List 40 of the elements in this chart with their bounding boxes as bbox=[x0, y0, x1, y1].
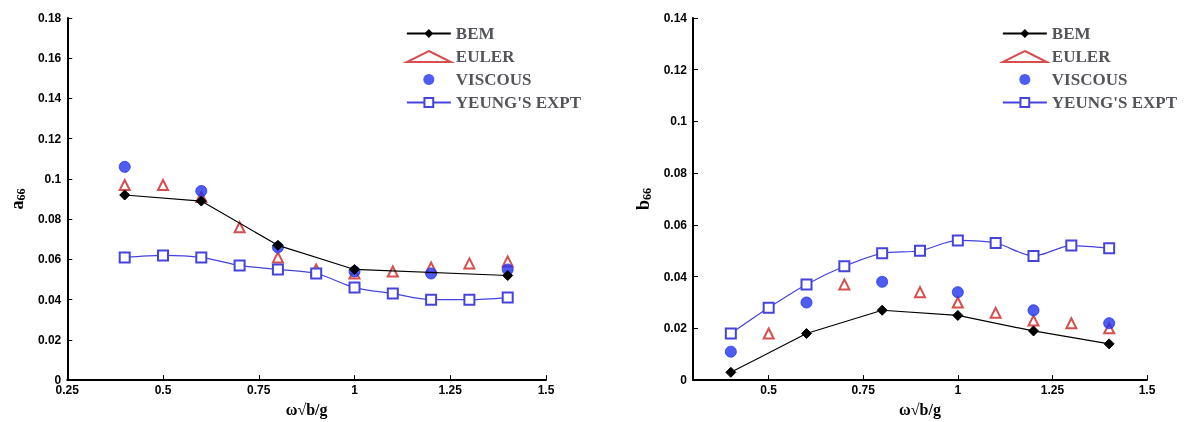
y-tick-label: 0.02 bbox=[663, 321, 688, 336]
y-axis-title: a66 bbox=[7, 188, 28, 210]
legend-label: VISCOUS bbox=[1051, 70, 1128, 89]
x-tick-label: 1.5 bbox=[537, 383, 555, 398]
y-tick-label: 0.14 bbox=[37, 91, 62, 106]
x-tick-label: 1.25 bbox=[438, 383, 463, 398]
y-tick-label: 0 bbox=[680, 373, 688, 388]
x-tick-label: 1 bbox=[351, 383, 359, 398]
y-tick-label: 0.12 bbox=[37, 131, 62, 146]
y-tick-label: 0.08 bbox=[663, 166, 688, 181]
x-tick-label: 1.5 bbox=[1138, 383, 1156, 398]
y-tick-label: 0.04 bbox=[37, 292, 62, 307]
y-tick-label: 0.06 bbox=[37, 252, 62, 267]
legend-label: EULER bbox=[1051, 47, 1112, 66]
y-tick-label: 0.02 bbox=[37, 332, 62, 347]
legend-label: BEM bbox=[455, 24, 495, 43]
x-axis-title: ω√b/g bbox=[899, 400, 941, 419]
y-tick-label: 0.1 bbox=[44, 171, 62, 186]
y-tick-label: 0.16 bbox=[37, 51, 62, 66]
x-tick-label: 0.5 bbox=[760, 383, 778, 398]
y-tick-label: 0.08 bbox=[37, 212, 62, 227]
x-tick-label: 0.25 bbox=[55, 383, 80, 398]
y-axis-title: b66 bbox=[632, 188, 654, 211]
y-tick-label: 0.18 bbox=[37, 11, 62, 25]
x-tick-label: 1 bbox=[954, 383, 962, 398]
x-tick-label: 0.75 bbox=[247, 383, 271, 398]
x-axis-title: ω√b/g bbox=[285, 400, 328, 419]
y-tick-label: 0.06 bbox=[663, 217, 688, 232]
legend-label: VISCOUS bbox=[455, 70, 532, 89]
legend-label: YEUNG'S EXPT bbox=[455, 93, 582, 112]
x-tick-label: 0.75 bbox=[851, 383, 876, 398]
y-tick-label: 0.14 bbox=[663, 11, 688, 25]
legend-label: YEUNG'S EXPT bbox=[1051, 93, 1178, 112]
legend-label: BEM bbox=[1051, 24, 1091, 43]
x-tick-label: 0.5 bbox=[154, 383, 172, 398]
y-tick-label: 0.1 bbox=[670, 114, 688, 129]
y-tick-label: 0.04 bbox=[663, 269, 688, 284]
x-tick-label: 1.25 bbox=[1040, 383, 1065, 398]
legend-label: EULER bbox=[455, 47, 516, 66]
y-tick-label: 0.12 bbox=[663, 62, 688, 77]
